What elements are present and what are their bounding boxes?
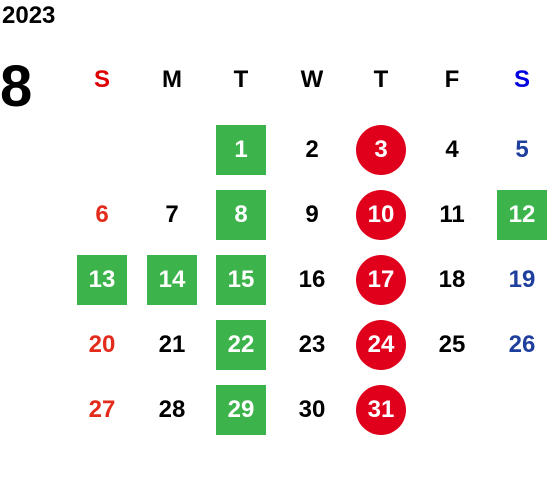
day-cell-3[interactable]: 3	[356, 125, 406, 175]
day-cell-9[interactable]: 9	[305, 201, 319, 228]
day-cell-7[interactable]: 7	[165, 201, 179, 228]
weekday-label-mon: M	[162, 66, 182, 93]
day-cell-21[interactable]: 21	[158, 331, 186, 358]
month-number: 8	[0, 54, 33, 119]
day-cell-20[interactable]: 20	[88, 331, 116, 358]
day-cell-16[interactable]: 16	[298, 266, 326, 293]
weekday-label-sun: S	[93, 66, 110, 93]
day-cell-24[interactable]: 24	[356, 320, 406, 370]
day-cell-22[interactable]: 22	[216, 320, 266, 370]
weekday-label-fri: F	[444, 66, 460, 93]
day-cell-17[interactable]: 17	[356, 255, 406, 305]
day-cell-31[interactable]: 31	[356, 385, 406, 435]
day-cell-15[interactable]: 15	[216, 255, 266, 305]
day-cell-10[interactable]: 10	[356, 190, 406, 240]
day-cell-25[interactable]: 25	[438, 331, 466, 358]
day-cell-23[interactable]: 23	[298, 331, 326, 358]
weekday-label-wed: W	[300, 66, 324, 93]
weekday-label-sat: S	[513, 66, 530, 93]
day-cell-12[interactable]: 12	[497, 190, 547, 240]
day-cell-26[interactable]: 26	[508, 331, 536, 358]
day-cell-13[interactable]: 13	[77, 255, 127, 305]
day-cell-11[interactable]: 11	[439, 201, 465, 228]
weekday-label-thu: T	[373, 66, 389, 93]
day-cell-14[interactable]: 14	[147, 255, 197, 305]
day-cell-1[interactable]: 1	[216, 125, 266, 175]
year-label: 2023	[2, 2, 56, 29]
day-cell-18[interactable]: 18	[438, 266, 466, 293]
day-cell-29[interactable]: 29	[216, 385, 266, 435]
day-cell-4[interactable]: 4	[445, 136, 459, 163]
day-cell-19[interactable]: 19	[508, 266, 536, 293]
day-cell-28[interactable]: 28	[158, 396, 186, 423]
day-cell-27[interactable]: 27	[88, 396, 116, 423]
weekday-label-tue: T	[233, 66, 249, 93]
day-cell-2[interactable]: 2	[305, 136, 319, 163]
day-cell-8[interactable]: 8	[216, 190, 266, 240]
day-cell-6[interactable]: 6	[95, 201, 109, 228]
day-cell-30[interactable]: 30	[298, 396, 326, 423]
day-cell-5[interactable]: 5	[515, 136, 529, 163]
